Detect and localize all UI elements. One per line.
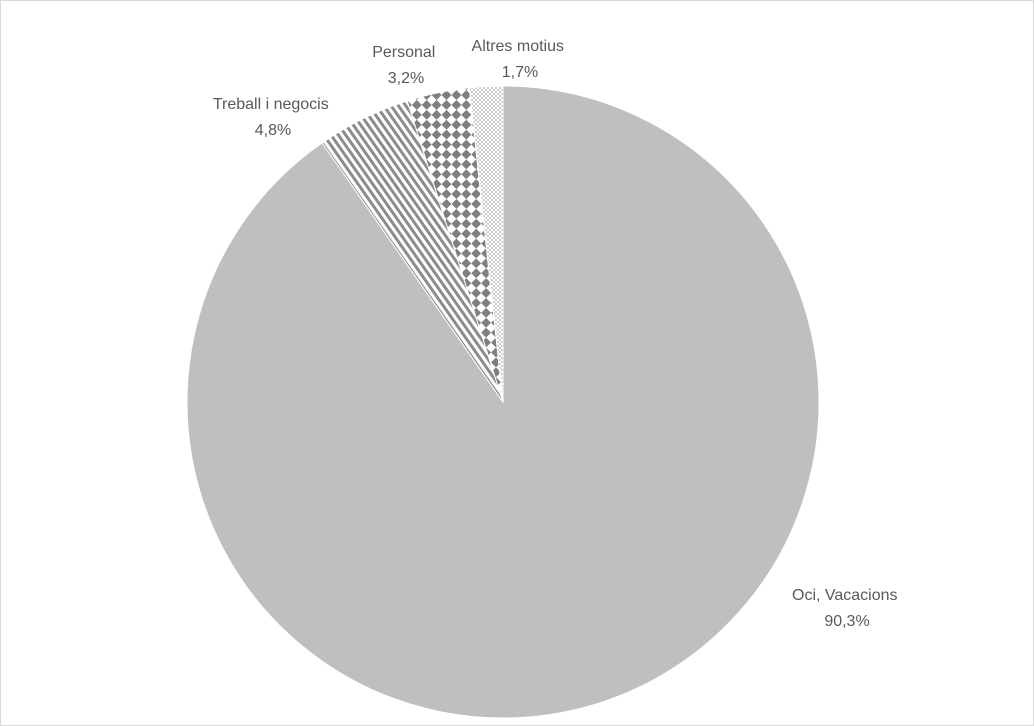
data-label-altres-motius: Altres motius 1,7% xyxy=(472,38,569,81)
data-label-oci-vacacions: Oci, Vacacions 90,3% xyxy=(792,587,902,630)
data-label-treball-i-negocis: Treball i negocis 4,8% xyxy=(213,96,333,139)
pie-slices xyxy=(186,85,820,719)
pie-slice-altres-motius xyxy=(468,85,504,403)
data-label-personal: Personal 3,2% xyxy=(372,44,440,87)
pie-data-labels: Oci, Vacacions 90,3% Treball i negocis 4… xyxy=(213,38,902,630)
